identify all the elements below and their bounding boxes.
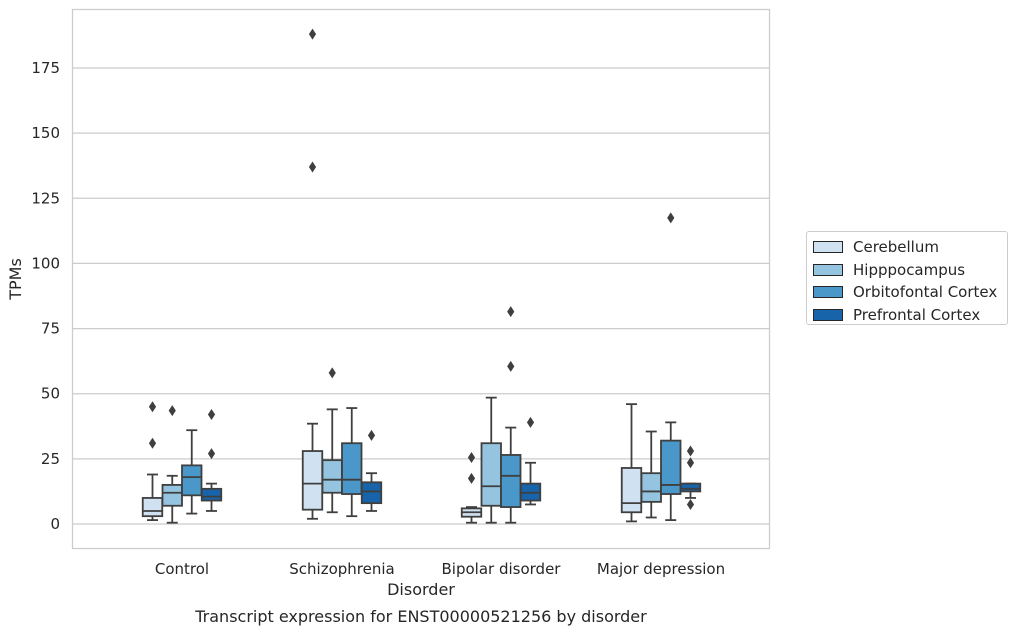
box-hipppocampus: [321, 367, 343, 514]
legend-swatch: [813, 286, 843, 299]
box-prefrontal-cortex: [519, 416, 542, 506]
y-tick-label: 175: [31, 59, 60, 77]
y-tick-label: 125: [31, 189, 60, 207]
outlier-point: [207, 409, 216, 421]
x-axis-label: Disorder: [387, 580, 455, 599]
gridlines: [72, 67, 770, 525]
box-cerebellum: [141, 401, 164, 521]
box-iqr: [679, 482, 702, 493]
x-tick-label: Major depression: [597, 560, 725, 578]
box-prefrontal-cortex: [200, 409, 223, 512]
y-tick-label: 25: [41, 450, 60, 468]
y-tick-label: 0: [50, 515, 60, 533]
y-tick-label: 75: [41, 320, 60, 338]
box-prefrontal-cortex: [679, 445, 702, 510]
x-tick-label: Bipolar disorder: [442, 560, 562, 578]
outlier-point: [507, 360, 515, 372]
legend-label: Hipppocampus: [853, 260, 966, 279]
box-iqr: [161, 484, 183, 507]
outlier-point: [526, 416, 535, 428]
box-iqr: [181, 464, 203, 497]
box-orbitofontal-cortex: [500, 306, 522, 524]
chart-caption: Transcript expression for ENST0000052125…: [194, 607, 647, 626]
box-orbitofontal-cortex: [341, 407, 363, 518]
outlier-point: [686, 498, 695, 510]
box-iqr: [500, 454, 522, 508]
box-iqr: [301, 450, 324, 511]
x-tick-label: Schizophrenia: [289, 560, 394, 578]
box-hipppocampus: [161, 405, 183, 524]
legend-label: Cerebellum: [853, 238, 939, 257]
box-iqr: [640, 472, 662, 503]
box-iqr: [480, 442, 502, 507]
legend-item: Orbitofontal Cortex: [813, 281, 1007, 304]
x-axis-ticks: Control Schizophrenia Bipolar disorder Majo…: [155, 560, 725, 578]
box-iqr: [141, 497, 164, 518]
plot-area-frame: [71, 8, 771, 550]
outlier-point: [667, 212, 675, 224]
outlier-point: [168, 405, 176, 417]
box-orbitofontal-cortex: [181, 429, 203, 515]
box-hipppocampus: [640, 430, 662, 519]
legend-swatch: [813, 263, 843, 276]
y-axis-ticks: 0 25 50 75 100 125 150 175: [31, 59, 60, 533]
outlier-point: [467, 452, 476, 464]
legend-swatch: [813, 308, 843, 321]
box-cerebellum: [301, 28, 324, 520]
legend-swatch: [813, 241, 843, 254]
legend-label: Orbitofontal Cortex: [853, 283, 998, 302]
y-tick-label: 50: [41, 385, 60, 403]
outlier-point: [686, 445, 695, 457]
box-cerebellum: [460, 452, 483, 524]
legend-item: Cerebellum: [813, 236, 1007, 259]
outlier-point: [467, 472, 476, 484]
outlier-point: [207, 448, 216, 460]
outlier-point: [367, 429, 376, 441]
box-prefrontal-cortex: [360, 429, 383, 512]
box-iqr: [660, 439, 682, 495]
outlier-point: [507, 306, 515, 318]
boxes: [141, 28, 702, 524]
legend: Cerebellum Hipppocampus Orbitofontal Corte…: [806, 231, 1008, 325]
outlier-point: [328, 367, 336, 379]
box-iqr: [360, 481, 383, 505]
box-iqr: [200, 487, 223, 502]
box-orbitofontal-cortex: [660, 212, 682, 521]
x-tick-label: Control: [155, 560, 209, 578]
outlier-point: [308, 161, 317, 173]
outlier-point: [686, 457, 695, 469]
box-iqr: [321, 459, 343, 494]
y-axis-label: TPMs: [6, 258, 25, 301]
legend-label: Prefrontal Cortex: [853, 305, 981, 324]
outlier-point: [308, 28, 317, 40]
box-hipppocampus: [480, 396, 502, 524]
y-tick-label: 150: [31, 124, 60, 142]
outlier-point: [148, 401, 157, 413]
box-iqr: [341, 442, 363, 495]
outlier-point: [148, 437, 157, 449]
legend-item: Prefrontal Cortex: [813, 304, 1007, 327]
y-tick-label: 100: [31, 254, 60, 272]
box-cerebellum: [620, 403, 643, 523]
legend-item: Hipppocampus: [813, 259, 1007, 282]
box-iqr: [620, 467, 643, 514]
